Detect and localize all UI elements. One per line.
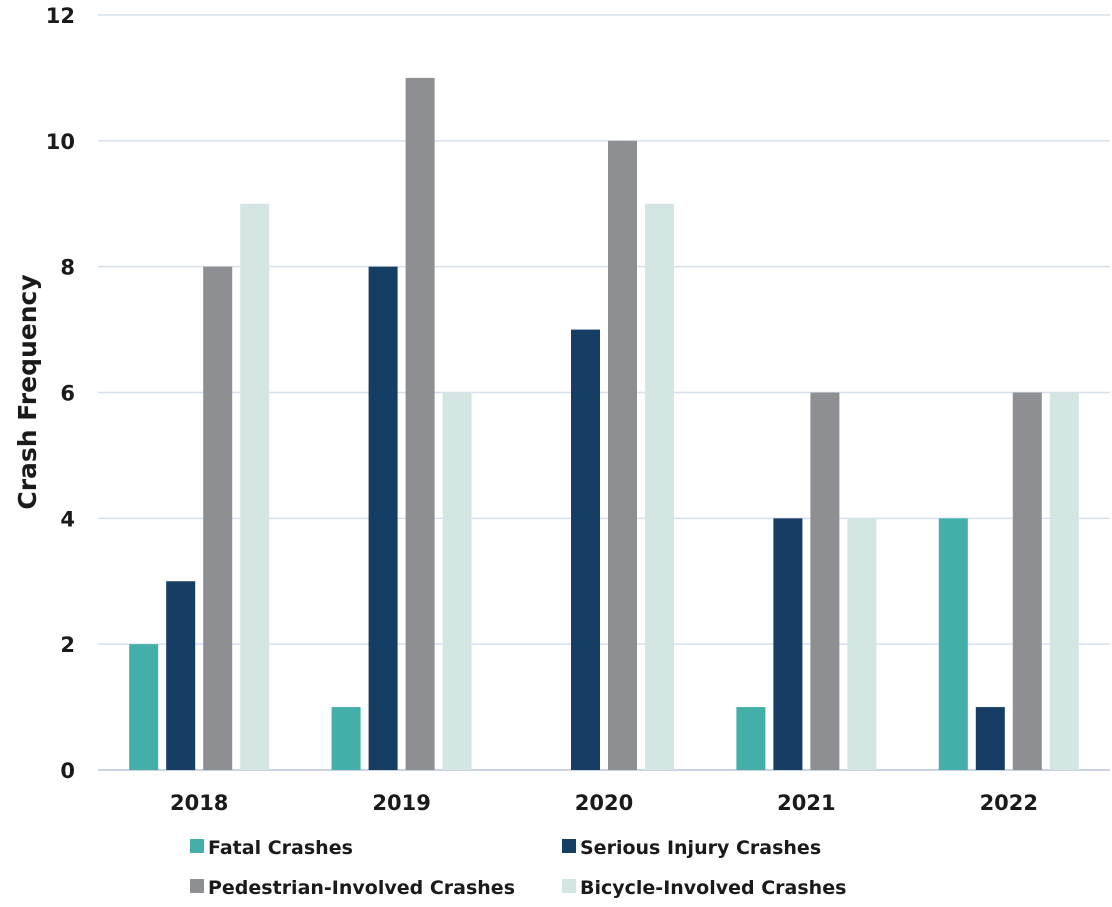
- legend-swatch: [190, 879, 204, 893]
- legend: Fatal Crashes Serious Injury Crashes Pedes…: [190, 837, 846, 899]
- x-tick-label: 2021: [777, 791, 835, 815]
- bar-serious-injury-crashes-2019: [368, 266, 398, 770]
- bar-bicycle-involved-crashes-2022: [1049, 392, 1079, 770]
- x-tick-label: 2022: [980, 791, 1038, 815]
- y-tick-label: 0: [60, 759, 75, 783]
- legend-label: Serious Injury Crashes: [580, 837, 821, 859]
- y-tick-label: 10: [46, 130, 75, 154]
- y-tick-label: 2: [60, 633, 75, 657]
- bar-fatal-crashes-2018: [129, 644, 159, 770]
- bars: [129, 77, 1079, 771]
- y-tick-label: 4: [60, 507, 75, 531]
- bar-pedestrian-involved-crashes-2020: [608, 140, 637, 771]
- legend-label: Bicycle-Involved Crashes: [580, 877, 846, 899]
- y-axis-ticks: 0 2 4 6 8 10 12: [46, 4, 75, 783]
- legend-swatch: [190, 839, 204, 853]
- y-axis-title: Crash Frequency: [13, 274, 42, 509]
- bar-serious-injury-crashes-2018: [166, 581, 196, 770]
- y-tick-label: 12: [46, 4, 75, 28]
- x-tick-label: 2018: [170, 791, 228, 815]
- bar-pedestrian-involved-crashes-2022: [1012, 392, 1042, 770]
- legend-label: Pedestrian-Involved Crashes: [208, 877, 515, 899]
- bar-fatal-crashes-2019: [331, 707, 361, 770]
- bar-bicycle-involved-crashes-2018: [240, 203, 270, 770]
- y-tick-label: 8: [60, 256, 75, 280]
- bar-pedestrian-involved-crashes-2021: [810, 392, 840, 770]
- x-axis-ticks: 2018 2019 2020 2021 2022: [170, 791, 1038, 815]
- bar-bicycle-involved-crashes-2021: [847, 518, 877, 770]
- bar-pedestrian-involved-crashes-2019: [405, 77, 435, 770]
- legend-swatch: [562, 839, 576, 853]
- bar-fatal-crashes-2022: [938, 518, 968, 770]
- y-tick-label: 6: [60, 382, 75, 406]
- x-tick-label: 2019: [372, 791, 430, 815]
- legend-label: Fatal Crashes: [208, 837, 353, 859]
- bar-pedestrian-involved-crashes-2018: [203, 266, 233, 770]
- x-tick-label: 2020: [575, 791, 633, 815]
- bar-bicycle-involved-crashes-2019: [442, 392, 472, 770]
- bar-serious-injury-crashes-2020: [571, 329, 600, 770]
- bar-bicycle-involved-crashes-2020: [645, 203, 674, 770]
- bar-serious-injury-crashes-2021: [773, 518, 803, 770]
- legend-swatch: [562, 879, 576, 893]
- bar-fatal-crashes-2021: [736, 707, 766, 770]
- bar-serious-injury-crashes-2022: [975, 707, 1005, 770]
